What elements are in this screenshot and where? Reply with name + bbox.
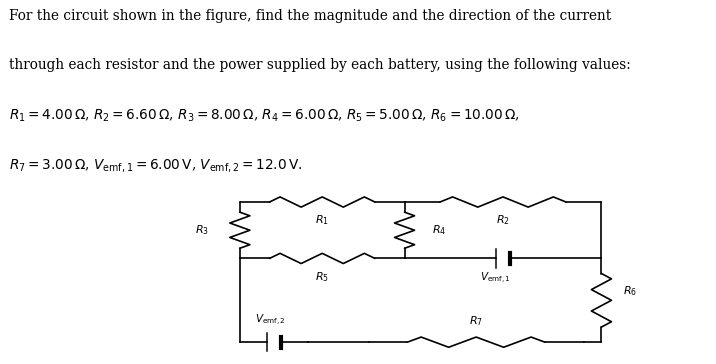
Text: $R_1$: $R_1$	[315, 214, 329, 228]
Text: $R_2$: $R_2$	[496, 214, 510, 228]
Text: $R_6$: $R_6$	[623, 284, 637, 298]
Text: For the circuit shown in the figure, find the magnitude and the direction of the: For the circuit shown in the figure, fin…	[9, 9, 611, 23]
Text: $V_{\mathrm{emf,2}}$: $V_{\mathrm{emf,2}}$	[255, 313, 286, 328]
Text: $R_4$: $R_4$	[432, 223, 446, 237]
Text: $V_{\mathrm{emf,1}}$: $V_{\mathrm{emf,1}}$	[480, 271, 511, 286]
Text: $R_5$: $R_5$	[315, 270, 329, 284]
Text: through each resistor and the power supplied by each battery, using the followin: through each resistor and the power supp…	[9, 58, 630, 72]
Text: $R_7$: $R_7$	[469, 314, 483, 328]
Text: $R_1 = 4.00\,\Omega$, $R_2 = 6.60\,\Omega$, $R_3 = 8.00\,\Omega$, $R_4 = 6.00\,\: $R_1 = 4.00\,\Omega$, $R_2 = 6.60\,\Omeg…	[9, 107, 519, 124]
Text: $R_3$: $R_3$	[195, 223, 209, 237]
Text: $R_7 = 3.00\,\Omega$, $V_{\mathrm{emf, 1}} = 6.00\,\mathrm{V}$, $V_{\mathrm{emf,: $R_7 = 3.00\,\Omega$, $V_{\mathrm{emf, 1…	[9, 157, 302, 174]
